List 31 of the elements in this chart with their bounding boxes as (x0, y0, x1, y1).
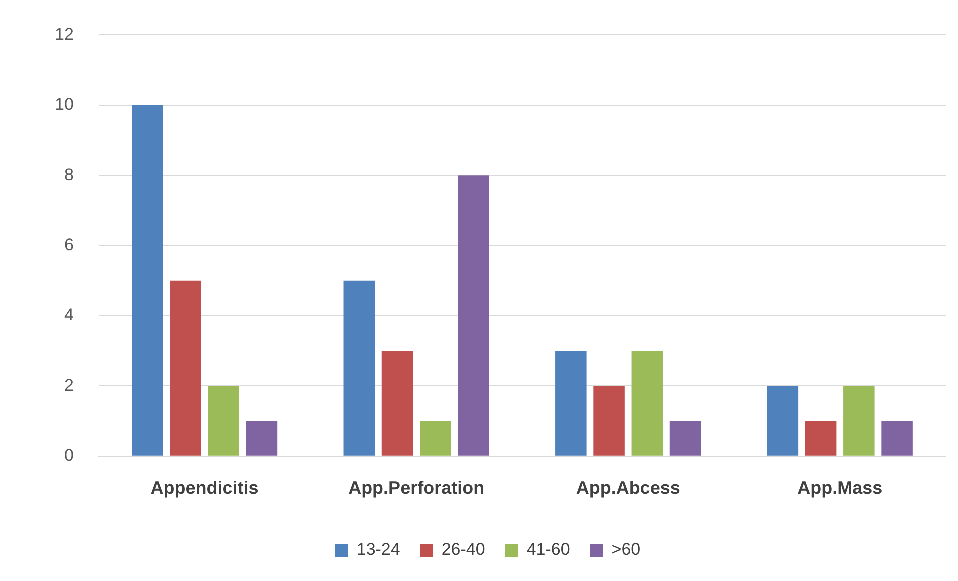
bar (556, 351, 587, 456)
bar (458, 176, 490, 456)
bar (420, 421, 452, 456)
y-tick-label: 12 (54, 24, 74, 44)
legend-label: 26-40 (442, 540, 486, 560)
bar (594, 386, 625, 456)
bar (246, 421, 278, 456)
y-tick-label: 0 (64, 446, 74, 466)
legend-label: >60 (612, 540, 641, 560)
bar (208, 386, 240, 456)
bar (382, 351, 414, 456)
x-tick-label: Appendicitis (150, 478, 259, 498)
y-tick-label: 10 (54, 95, 74, 114)
x-tick-label: App.Mass (798, 478, 883, 498)
bar (882, 421, 913, 456)
bar (670, 421, 702, 456)
bar (844, 386, 875, 456)
x-tick-label: App.Abcess (576, 478, 680, 498)
bar (344, 280, 376, 456)
x-tick-label: App.Perforation (348, 478, 485, 498)
legend-label: 41-60 (526, 540, 570, 560)
y-tick-label: 8 (64, 165, 74, 184)
bar (632, 351, 664, 456)
legend-label: 13-24 (356, 540, 400, 560)
y-tick-label: 6 (64, 235, 74, 254)
bar (170, 280, 202, 456)
y-tick-label: 2 (64, 376, 74, 395)
bar (767, 386, 799, 456)
bar (132, 105, 164, 456)
y-tick-label: 4 (64, 306, 74, 325)
bar (805, 421, 837, 456)
